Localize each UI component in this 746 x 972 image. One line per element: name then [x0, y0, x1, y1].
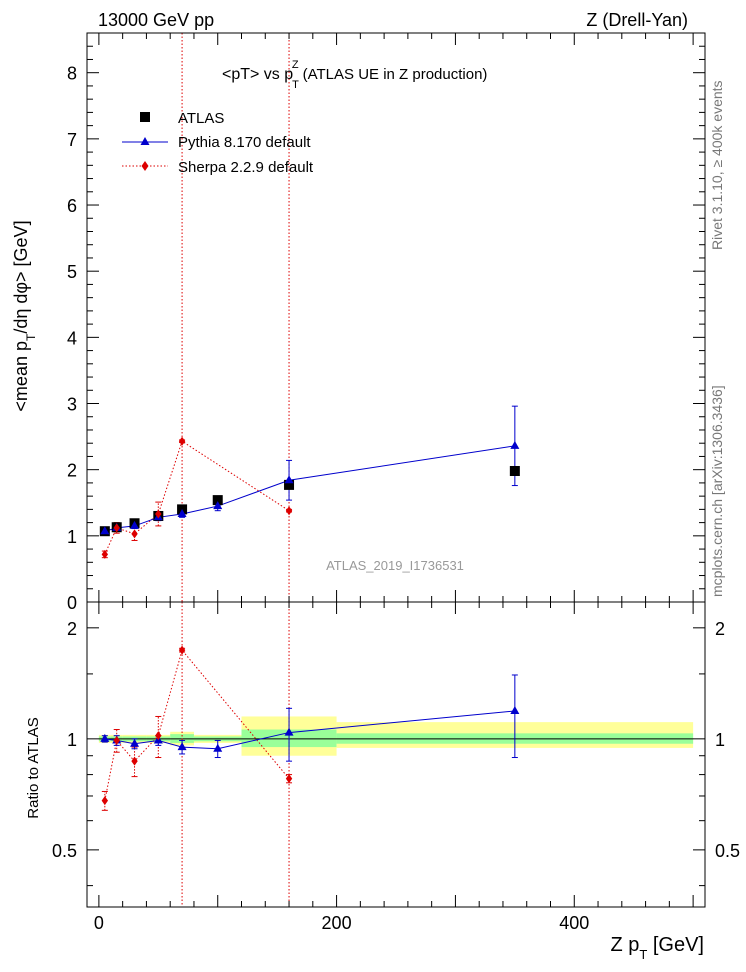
main-ytick-label: 5 [67, 262, 77, 282]
pythia-point [177, 509, 187, 518]
ratio-x-ticks: 0 200 400 [94, 602, 694, 933]
legend-pythia-marker [140, 137, 150, 145]
ratio-xtick-label: 400 [559, 913, 589, 933]
legend-pythia-label: Pythia 8.170 default [178, 134, 311, 151]
main-ytick-label: 6 [67, 196, 77, 216]
ratio-sherpa-point [155, 731, 162, 741]
legend-atlas-marker [140, 112, 150, 122]
ratio-ytick-label-right: 0.5 [715, 841, 740, 861]
main-x-ticks [98, 33, 694, 602]
x-axis-label-sub: T [639, 947, 647, 962]
ratio-pythia-point [177, 742, 187, 751]
main-ylabel-b: /dη dφ> [GeV] [11, 220, 31, 333]
ratio-sherpa-point [113, 735, 120, 745]
ratio-sherpa-point [178, 645, 186, 655]
ratio-xtick-label: 0 [94, 913, 104, 933]
sherpa-point [131, 529, 138, 539]
main-ytick-label: 8 [67, 64, 77, 84]
main-ytick-label: 3 [67, 395, 77, 415]
sherpa-point [285, 506, 293, 516]
ratio-pythia-point [130, 738, 140, 747]
ratio-pythia-point [284, 727, 294, 736]
atlas-point [284, 479, 295, 490]
x-axis-label-unit: [GeV] [647, 934, 704, 956]
main-ytick-label: 4 [67, 328, 77, 348]
ratio-ytick-label-right: 2 [715, 619, 725, 639]
main-ytick-label: 7 [67, 130, 77, 150]
watermark: ATLAS_2019_I1736531 [326, 558, 464, 573]
ratio-ytick-label: 0.5 [52, 841, 77, 861]
sherpa-point [178, 436, 186, 446]
atlas-point [509, 465, 520, 476]
ratio-sherpa-point [285, 774, 293, 784]
side-label-rivet: Rivet 3.1.10, ≥ 400k events [709, 80, 725, 250]
ratio-sherpa-line [104, 649, 290, 801]
ratio-sherpa-point [131, 756, 138, 766]
ratio-pythia-point [510, 705, 520, 714]
ratio-panel: 0.5 0.5 1 1 2 2 0 200 400 Ratio to ATLAS [25, 601, 740, 933]
ratio-pythia-point [100, 733, 110, 742]
sherpa-line [104, 440, 290, 555]
pythia-point [100, 526, 110, 535]
header-process: Z (Drell-Yan) [586, 10, 688, 30]
main-ylabel-sub: T [24, 333, 38, 341]
ratio-ytick-label: 2 [67, 619, 77, 639]
main-title-post: (ATLAS UE in Z production) [303, 66, 488, 83]
ratio-ytick-label-right: 1 [715, 730, 725, 750]
ratio-frame [86, 601, 706, 908]
ratio-y-axis-label: Ratio to ATLAS [25, 717, 42, 818]
pythia-point [510, 440, 520, 449]
main-ytick-label: 0 [67, 593, 77, 613]
main-y-ticks: 0 1 2 3 4 5 6 7 8 [67, 32, 705, 613]
pythia-point [213, 501, 223, 510]
legend-sherpa-marker [141, 161, 149, 171]
pythia-point [130, 520, 140, 529]
main-ytick-label: 2 [67, 461, 77, 481]
ratio-ytick-label: 1 [67, 730, 77, 750]
sherpa-point [113, 523, 120, 533]
side-label-mcplots: mcplots.cern.ch [arXiv:1306.3436] [709, 385, 725, 597]
ratio-pythia-point [213, 743, 223, 752]
ratio-series [100, 645, 520, 811]
main-title-sub: T [292, 79, 299, 91]
ratio-sherpa-point [101, 796, 109, 806]
legend-sherpa-label: Sherpa 2.2.9 default [178, 159, 314, 176]
main-title: <pT> vs pTZ (ATLAS UE in Z production) [222, 59, 487, 91]
legend: ATLAS Pythia 8.170 default Sherpa 2.2.9 … [122, 110, 314, 176]
pythia-point [284, 475, 294, 484]
main-y-axis-label: <mean pT/dη dφ> [GeV] [11, 220, 38, 411]
ratio-y-ticks: 0.5 0.5 1 1 2 2 [52, 619, 740, 887]
sherpa-point [101, 549, 109, 559]
main-vlines [181, 33, 290, 602]
main-title-sup: Z [292, 59, 299, 71]
legend-atlas-label: ATLAS [178, 110, 224, 127]
atlas-point [212, 495, 223, 506]
header-energy: 13000 GeV pp [98, 10, 214, 30]
main-ylabel-a: <mean p [11, 341, 31, 412]
main-ytick-label: 1 [67, 527, 77, 547]
x-axis-label: Z pT [GeV] [610, 934, 704, 962]
main-series [99, 405, 520, 559]
main-title-pre: <pT> vs p [222, 66, 293, 83]
ratio-xtick-label: 200 [322, 913, 352, 933]
sherpa-point [155, 509, 162, 519]
